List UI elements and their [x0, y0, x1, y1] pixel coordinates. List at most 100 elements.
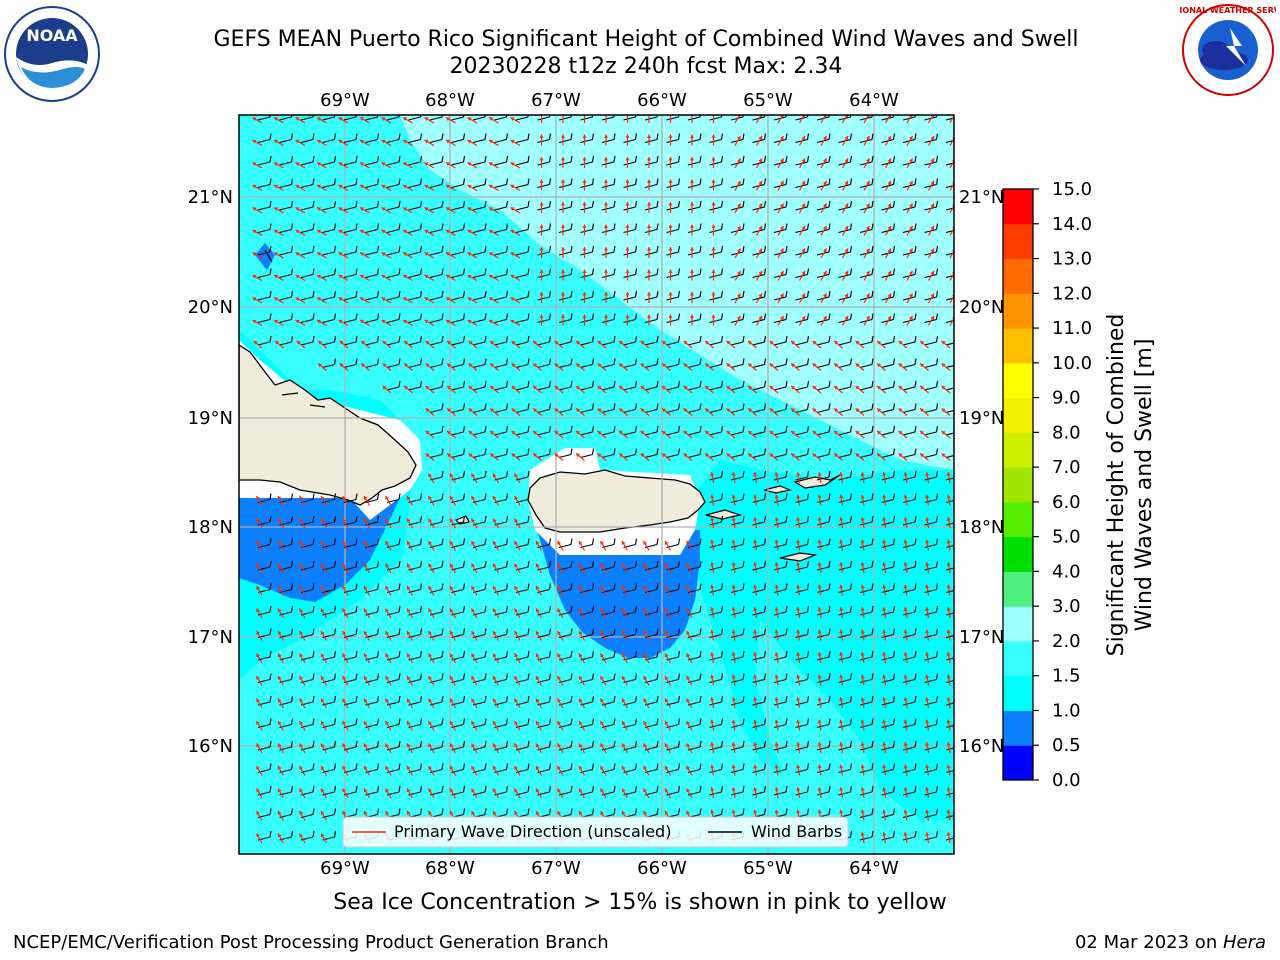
lon-label-bottom: 67°W — [531, 858, 581, 879]
wave-arrow-head — [492, 788, 497, 793]
wind-barb — [451, 133, 466, 144]
wave-arrow-head — [689, 269, 695, 273]
wave-arrow-head — [801, 315, 806, 320]
wave-arrow-head — [860, 472, 865, 476]
wind-barb — [838, 560, 853, 571]
wind-barb — [859, 628, 874, 639]
wind-barb — [515, 403, 530, 414]
wave-arrow-head — [554, 430, 559, 435]
wave-arrow-head — [920, 363, 925, 368]
wind-barb — [773, 583, 788, 594]
wave-arrow-head — [737, 203, 741, 208]
wave-arrow-head — [424, 229, 429, 234]
lon-label-top: 65°W — [743, 90, 793, 111]
wave-arrow-head — [535, 540, 540, 545]
wind-barb — [730, 695, 745, 706]
wind-barb — [343, 313, 358, 324]
wind-barb — [795, 785, 810, 796]
wind-barb — [924, 695, 939, 706]
wind-barb — [924, 425, 939, 436]
wind-barb — [580, 223, 595, 234]
wave-arrow-head — [533, 453, 538, 458]
wave-arrow-head — [381, 229, 386, 234]
wave-arrow-head — [539, 202, 544, 206]
wave-arrow-head — [600, 653, 604, 658]
wave-arrow-head — [256, 518, 260, 523]
wave-arrow-head — [320, 563, 325, 568]
wave-arrow-head — [710, 697, 715, 701]
wind-barb — [816, 605, 831, 616]
wind-barb — [279, 115, 293, 121]
vieques-island — [705, 509, 743, 520]
colorbar-swatch — [1003, 571, 1033, 607]
wave-arrow-head — [533, 408, 538, 413]
noaa-logo-icon: NOAA — [4, 6, 100, 102]
wind-barb — [322, 223, 337, 234]
wave-arrow-head — [791, 363, 796, 368]
wave-arrow-head — [492, 720, 497, 725]
wave-arrow-head — [425, 453, 430, 458]
wind-barb — [322, 200, 337, 211]
wind-barb — [795, 763, 810, 774]
wave-arrow-head — [925, 674, 930, 679]
wave-arrow-head — [903, 539, 908, 544]
wave-arrow-head — [941, 363, 946, 368]
title-line-1: GEFS MEAN Puerto Rico Significant Height… — [213, 27, 1079, 52]
wind-barb — [902, 380, 917, 391]
wave-arrow-head — [277, 563, 282, 568]
wind-barb — [752, 380, 767, 391]
wind-barb — [902, 583, 917, 594]
wave-arrow-head — [839, 472, 844, 476]
wave-arrow-head — [449, 518, 454, 523]
wind-barb — [773, 605, 788, 616]
wave-arrow-head — [338, 274, 343, 279]
wave-arrow-head — [887, 180, 892, 185]
wave-arrow-head — [535, 788, 540, 793]
wave-arrow-head — [796, 539, 801, 544]
wave-arrow-head — [600, 698, 604, 703]
wind-barb — [365, 115, 379, 121]
wind-barb — [257, 178, 272, 189]
wind-barb — [279, 223, 294, 234]
wave-arrow-head — [603, 224, 609, 228]
wind-barb — [859, 673, 874, 684]
wave-arrow-head — [866, 180, 870, 185]
wind-barb — [924, 538, 939, 549]
wind-barb — [365, 223, 380, 234]
wave-arrow-head — [600, 810, 604, 815]
wind-barb — [429, 403, 444, 414]
wind-barb — [730, 335, 745, 346]
wind-barb — [558, 268, 573, 279]
wave-arrow-head — [539, 134, 544, 138]
wave-arrow-head — [510, 319, 515, 324]
wave-arrow-head — [406, 698, 411, 703]
wind-barb — [601, 380, 616, 391]
wave-arrow-head — [299, 653, 303, 658]
wave-arrow-head — [882, 832, 887, 836]
wind-barb — [451, 155, 466, 166]
wind-barb — [386, 313, 401, 324]
wave-arrow-head — [780, 315, 784, 320]
wave-arrow-head — [535, 810, 540, 815]
wind-barb — [408, 358, 423, 369]
wind-barb — [945, 499, 954, 504]
wave-arrow-head — [941, 340, 946, 345]
wind-barb — [773, 515, 788, 526]
wind-barb — [945, 747, 954, 751]
colorbar-tick: 11.0 — [1052, 318, 1092, 339]
wind-barb — [881, 763, 896, 774]
wave-arrow-head — [492, 810, 497, 815]
wind-barb — [666, 358, 681, 369]
wave-arrow-head — [339, 363, 344, 368]
wave-arrow-head — [737, 180, 741, 185]
wind-barb — [773, 718, 788, 729]
wave-arrow-head — [726, 385, 731, 390]
colorbar-swatch — [1003, 640, 1033, 677]
wind-barb — [408, 133, 423, 144]
wave-arrow-head — [689, 134, 695, 138]
wave-arrow-head — [643, 653, 647, 658]
wave-arrow-head — [295, 184, 300, 189]
wave-arrow-head — [774, 539, 779, 544]
wind-barb — [429, 313, 444, 324]
wave-arrow-head — [582, 202, 587, 206]
